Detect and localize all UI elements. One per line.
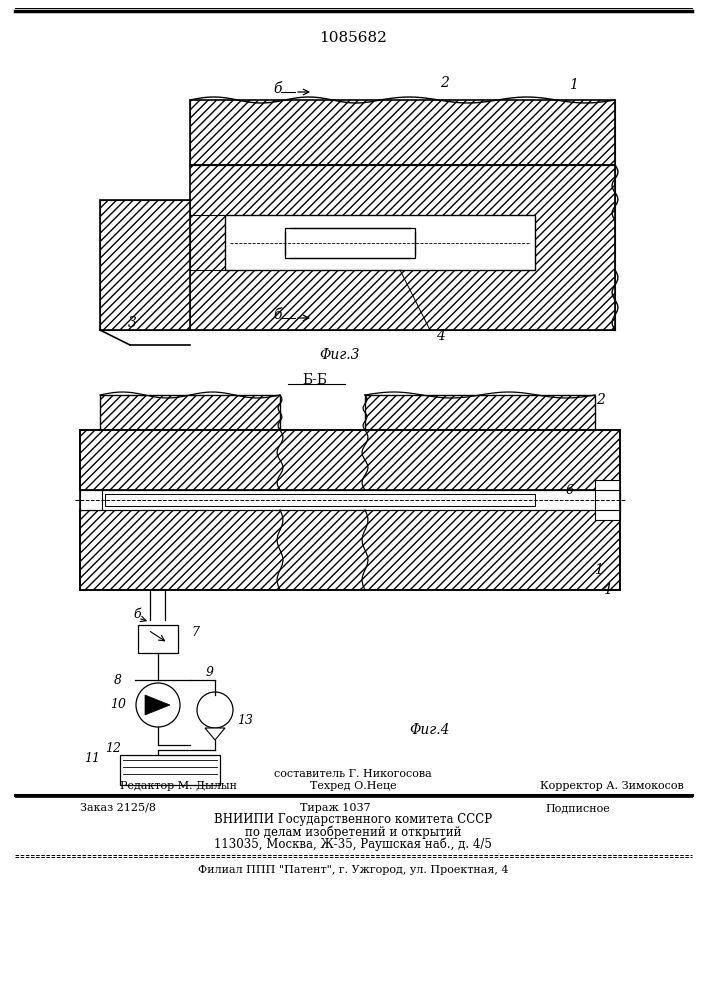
Text: 1085682: 1085682	[319, 31, 387, 45]
Polygon shape	[205, 728, 225, 740]
Text: Филиал ППП "Патент", г. Ужгород, ул. Проектная, 4: Филиал ППП "Патент", г. Ужгород, ул. Про…	[198, 865, 508, 875]
Text: 2: 2	[440, 76, 450, 90]
Bar	[225, 215, 535, 270]
Text: 7: 7	[191, 626, 199, 640]
Bar	[100, 395, 280, 430]
Text: б: б	[274, 308, 282, 322]
Bar	[80, 490, 102, 510]
Bar	[285, 228, 415, 258]
Bar	[80, 490, 620, 510]
Text: 1: 1	[568, 78, 578, 92]
Text: 12: 12	[105, 742, 121, 754]
Text: Подписное: Подписное	[545, 803, 609, 813]
Text: 10: 10	[110, 698, 126, 712]
Text: 8: 8	[114, 674, 122, 686]
Text: Тираж 1037: Тираж 1037	[300, 803, 370, 813]
Text: 9: 9	[206, 666, 214, 678]
Text: 3: 3	[127, 316, 136, 330]
Circle shape	[197, 692, 233, 728]
Text: по делам изобретений и открытий: по делам изобретений и открытий	[245, 825, 461, 839]
Bar	[365, 395, 595, 430]
Text: Б-Б: Б-Б	[303, 373, 327, 387]
Text: Заказ 2125/8: Заказ 2125/8	[80, 803, 156, 813]
Text: 1: 1	[594, 563, 602, 577]
Text: б: б	[274, 82, 282, 96]
Bar	[595, 480, 620, 520]
Polygon shape	[145, 695, 170, 715]
Text: 113035, Москва, Ж-35, Раушская наб., д. 4/5: 113035, Москва, Ж-35, Раушская наб., д. …	[214, 837, 492, 851]
Bar	[190, 165, 615, 330]
Text: Техред О.Неце: Техред О.Неце	[310, 781, 397, 791]
Bar	[600, 483, 618, 517]
Bar	[190, 100, 615, 165]
Circle shape	[136, 683, 180, 727]
Text: ВНИИПИ Государственного комитета СССР: ВНИИПИ Государственного комитета СССР	[214, 814, 492, 826]
Text: 6: 6	[566, 484, 574, 496]
Text: составитель Г. Никогосова: составитель Г. Никогосова	[274, 769, 432, 779]
Text: б: б	[133, 608, 141, 621]
Text: Корректор А. Зимокосов: Корректор А. Зимокосов	[540, 781, 684, 791]
Bar	[100, 200, 190, 330]
Bar	[80, 510, 620, 590]
Text: Φиг.3: Φиг.3	[320, 348, 361, 362]
Text: 2: 2	[595, 393, 604, 407]
Text: 11: 11	[84, 752, 100, 764]
Text: Редактор М. Дылын: Редактор М. Дылын	[120, 781, 237, 791]
Text: 4: 4	[602, 583, 610, 597]
Text: Φиг.4: Φиг.4	[410, 723, 450, 737]
Text: 4: 4	[436, 329, 445, 343]
Bar	[80, 430, 620, 490]
Bar	[120, 755, 220, 785]
Bar	[138, 625, 178, 653]
Text: 13: 13	[237, 714, 253, 726]
Bar	[105, 494, 535, 506]
